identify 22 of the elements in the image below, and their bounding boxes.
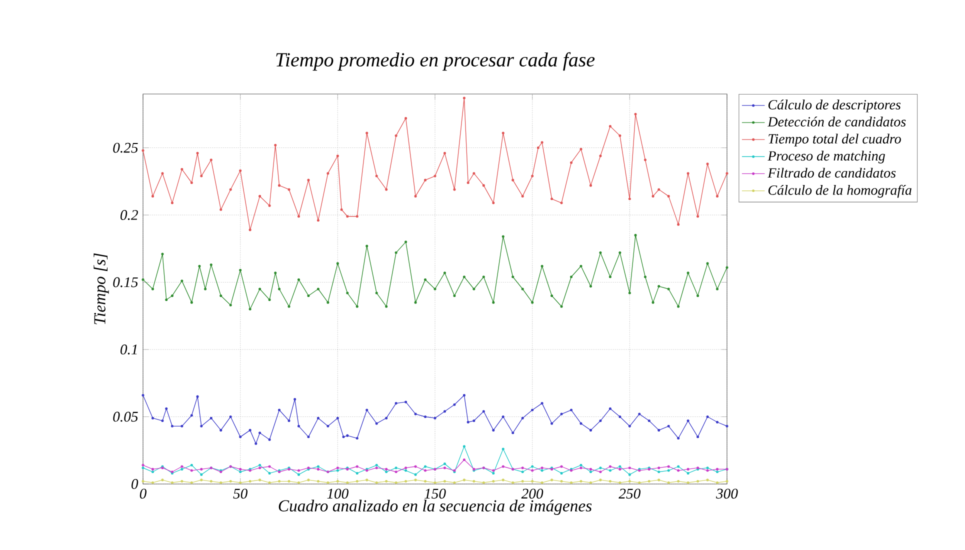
x-axis-title: Cuadro analizado en la secuencia de imágenes: [278, 500, 592, 515]
legend-label: Filtrado de candidatos: [768, 168, 896, 178]
legend-label: Cálculo de descriptores: [768, 100, 901, 112]
x-tick-label: 100: [327, 488, 348, 499]
y-tick-label: 0.15: [113, 277, 138, 288]
x-tick-label: 150: [424, 488, 446, 499]
legend-label: Detección de candidatos: [768, 116, 906, 127]
x-tick-label: 50: [233, 488, 248, 499]
x-tick-label: 200: [521, 488, 544, 499]
x-tick-label: 0: [140, 488, 146, 499]
y-tick-label: 0.05: [113, 412, 138, 422]
y-tick-label: 0.1: [120, 344, 137, 354]
x-tick-label: 250: [618, 488, 640, 499]
y-tick-label: 0: [132, 479, 138, 489]
chart-title: Tiempo promedio en procesar cada fase: [276, 52, 595, 71]
legend-label: Proceso de matching: [768, 150, 885, 164]
y-axis-title: Tiempo [s]: [94, 253, 109, 324]
x-tick-label: 300: [716, 488, 738, 499]
y-tick-label: 0.2: [120, 210, 138, 220]
y-tick-label: 0.25: [113, 142, 138, 153]
legend-label: Cálculo de la homografía: [768, 184, 912, 198]
legend-label: Tiempo total del cuadro: [768, 134, 901, 146]
